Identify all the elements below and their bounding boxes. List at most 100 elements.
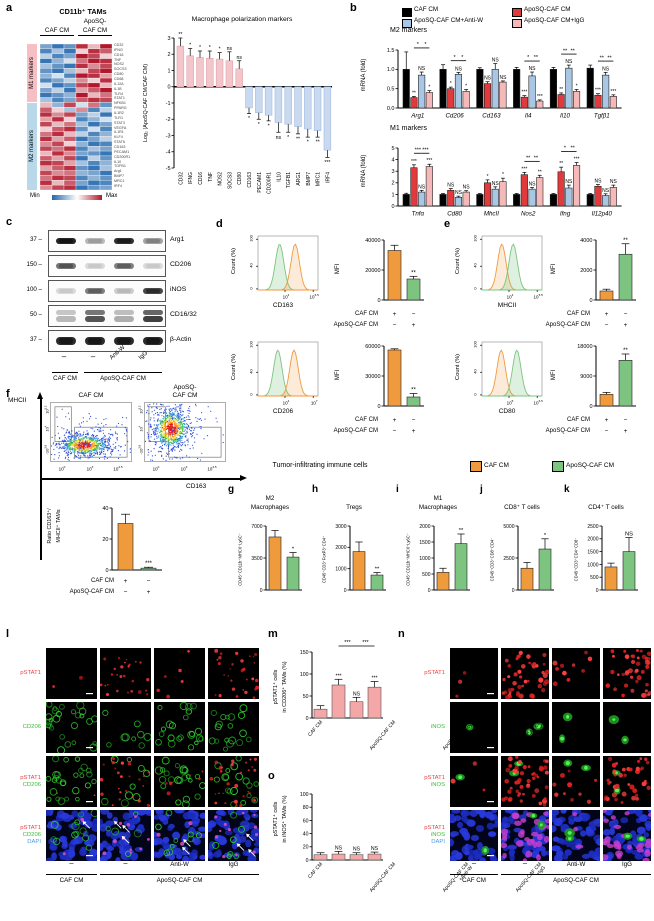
svg-text:*: * bbox=[248, 116, 250, 122]
if-group-label-1: CAF CM bbox=[59, 877, 84, 884]
gene-label: NOS2 bbox=[114, 62, 125, 67]
svg-text:**: ** bbox=[375, 567, 380, 573]
panel-j-chart: 0 2500 5000 * bbox=[503, 524, 554, 594]
if-image bbox=[501, 648, 549, 699]
if-image-canvas bbox=[552, 810, 600, 861]
hist-ytick: 0 bbox=[248, 393, 254, 396]
svg-text:Arg1: Arg1 bbox=[410, 113, 424, 120]
condition-row-label: CAF CM bbox=[567, 417, 590, 423]
panel-c-letter: c bbox=[6, 216, 13, 228]
svg-text:*: * bbox=[199, 45, 201, 51]
if-image-canvas bbox=[450, 810, 498, 861]
svg-text:30000: 30000 bbox=[365, 374, 380, 380]
b-m1-title: M1 markers bbox=[390, 125, 427, 132]
gene-label: IRF4 bbox=[114, 183, 122, 188]
blot-box bbox=[48, 230, 166, 252]
section-legend-label-caf: CAF CM bbox=[484, 462, 509, 469]
svg-text:NOS2: NOS2 bbox=[218, 172, 224, 186]
condition-row-label: CAF CM bbox=[355, 417, 378, 423]
if-image bbox=[100, 756, 151, 807]
flow-histogram bbox=[256, 235, 319, 292]
heatmap-colgroup-1: CAF CM bbox=[40, 27, 74, 36]
svg-text:***: *** bbox=[610, 89, 616, 95]
svg-text:*: * bbox=[428, 85, 430, 91]
legend-label-antiw: ApoSQ-CAF CM+Anti-W bbox=[414, 17, 484, 24]
svg-text:3500: 3500 bbox=[251, 556, 262, 562]
section-title: Tumor-infiltrating immune cells bbox=[272, 462, 368, 469]
if-image-canvas bbox=[605, 649, 651, 698]
heatmap-title: CD11b⁺ TAMs bbox=[59, 7, 107, 16]
gene-label: KLF4 bbox=[114, 135, 123, 140]
svg-text:2000: 2000 bbox=[587, 537, 598, 543]
condition-row-mark: − bbox=[604, 428, 609, 435]
hist-ytick: 0 bbox=[248, 287, 254, 290]
svg-text:Ifng: Ifng bbox=[560, 211, 571, 218]
if-image bbox=[100, 810, 151, 861]
f-xaxis-arrowhead bbox=[240, 475, 247, 482]
svg-text:7000: 7000 bbox=[251, 524, 262, 530]
svg-text:NS: NS bbox=[418, 66, 426, 72]
if-row-label-line: DAPI bbox=[431, 839, 445, 845]
gene-label: MRC1 bbox=[114, 179, 125, 184]
if-row-label: pSTAT1 CD206 DAPI bbox=[0, 810, 44, 861]
if-image bbox=[46, 648, 97, 699]
svg-text:ARG1: ARG1 bbox=[296, 172, 302, 186]
condition-row-mark: + bbox=[411, 322, 416, 329]
if-group-line-1 bbox=[450, 874, 498, 875]
if-image-canvas bbox=[100, 810, 151, 861]
hist-ytick: 100 bbox=[472, 235, 478, 243]
e2-marker: CD80 bbox=[498, 408, 516, 415]
svg-text:-1: -1 bbox=[166, 101, 171, 107]
heatmap-colgroup-top: ApoSQ- bbox=[83, 18, 107, 25]
if-row-label-line: iNOS bbox=[430, 781, 445, 788]
if-row-label: pSTAT1 bbox=[0, 648, 44, 699]
svg-text:**: ** bbox=[459, 528, 464, 534]
blot-bands bbox=[56, 238, 163, 244]
svg-text:*: * bbox=[417, 42, 420, 48]
heatmap-colgroup-2: CAF CM bbox=[78, 27, 112, 36]
m1-markers-band: M1 markers bbox=[27, 44, 37, 102]
svg-text:0: 0 bbox=[377, 404, 380, 410]
blot-mw-label: 100 – bbox=[26, 286, 42, 293]
d1-marker: CD163 bbox=[272, 302, 294, 309]
svg-text:*: * bbox=[268, 123, 270, 129]
svg-text:NS: NS bbox=[492, 181, 500, 187]
svg-text:Il12p40: Il12p40 bbox=[592, 211, 613, 218]
gene-label: IFNG bbox=[114, 47, 123, 52]
if-group-line-2 bbox=[100, 874, 259, 875]
f-yaxis-arrow bbox=[40, 398, 42, 560]
gene-label: TLR4 bbox=[114, 91, 124, 96]
svg-text:PECAM1: PECAM1 bbox=[257, 172, 263, 193]
svg-text:***: *** bbox=[415, 147, 422, 153]
svg-text:60000: 60000 bbox=[365, 344, 380, 350]
hist-ytick: 40 bbox=[472, 263, 478, 268]
svg-text:0.5: 0.5 bbox=[387, 87, 395, 93]
svg-text:NS: NS bbox=[484, 76, 492, 82]
condition-row-label: CAF CM bbox=[91, 578, 114, 584]
svg-text:NS: NS bbox=[335, 845, 343, 851]
if-image bbox=[208, 648, 259, 699]
m-ylabel-1: pSTAT1⁺ cells bbox=[273, 669, 279, 705]
heatmap-scale-min: Min bbox=[30, 193, 40, 199]
if-image-canvas bbox=[208, 810, 259, 861]
f-plot1-title: CAF CM bbox=[78, 392, 104, 399]
svg-text:*: * bbox=[219, 47, 221, 53]
section-legend-swatch-aposq bbox=[552, 461, 564, 472]
f-yaxis-arrowhead bbox=[37, 392, 44, 399]
svg-text:*: * bbox=[292, 547, 295, 553]
svg-text:NS: NS bbox=[353, 847, 361, 853]
m-ylabel-2: in CD206⁺ TAMs (%) bbox=[282, 661, 288, 713]
blot-group-line-1 bbox=[52, 372, 78, 373]
hist-xtick: 104 bbox=[282, 293, 290, 300]
blot-box bbox=[48, 305, 166, 327]
svg-text:-2: -2 bbox=[166, 117, 171, 123]
hist-ytick: 100 bbox=[248, 235, 254, 243]
if-image bbox=[501, 702, 549, 753]
if-image-canvas bbox=[209, 756, 259, 807]
if-row-label-line: pSTAT1 bbox=[424, 774, 445, 781]
if-image bbox=[46, 756, 97, 807]
svg-text:*: * bbox=[564, 146, 567, 152]
hist-xtick: 105.5 bbox=[533, 293, 543, 300]
